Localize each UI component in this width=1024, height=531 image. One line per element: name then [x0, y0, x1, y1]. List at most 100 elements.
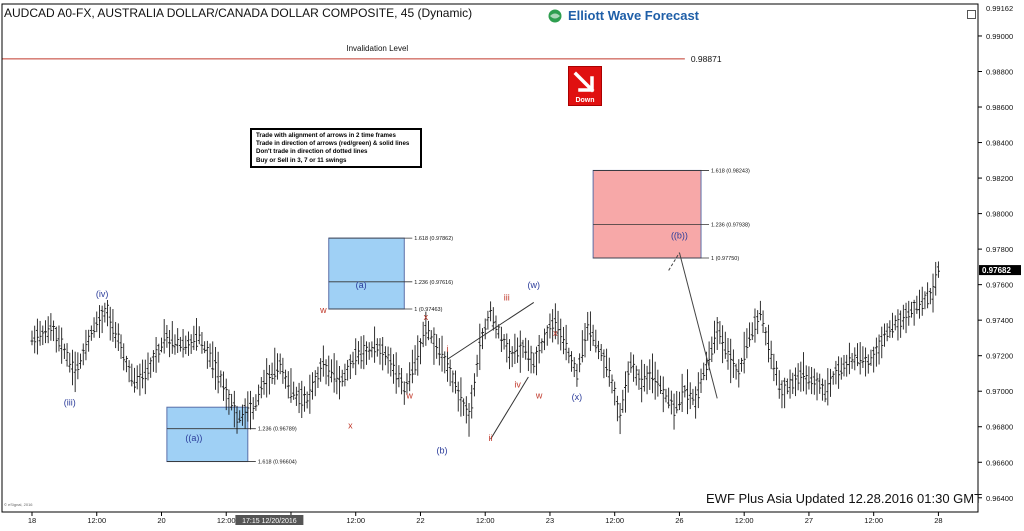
price-bar: [602, 349, 606, 379]
price-bar: [734, 363, 738, 380]
price-bar: [578, 353, 582, 373]
price-bar: [448, 359, 452, 387]
price-bar: [38, 320, 42, 346]
price-bar: [149, 357, 153, 378]
price-bar: [367, 342, 371, 360]
arrow-down-right-icon: [573, 71, 595, 93]
wave-label: w: [535, 390, 543, 400]
price-bar: [335, 360, 339, 395]
y-tick-label: 0.97800: [986, 245, 1013, 254]
price-bar: [127, 360, 131, 383]
logo-text: Elliott Wave Forecast: [568, 8, 699, 23]
price-bar: [907, 300, 911, 326]
price-bar: [909, 301, 913, 318]
price-bar: [694, 386, 698, 419]
price-bar: [432, 327, 436, 365]
price-bar: [802, 352, 806, 392]
price-bar: [254, 394, 258, 411]
price-bar: [572, 357, 576, 378]
price-bar: [553, 303, 557, 340]
price-bar: [402, 381, 406, 405]
price-bar: [235, 405, 239, 434]
price-bar: [240, 404, 244, 426]
price-bar: [912, 299, 916, 326]
price-bar: [81, 343, 85, 366]
price-bar: [594, 329, 598, 353]
price-bar: [710, 336, 714, 363]
price-bar: [864, 347, 868, 377]
last-price-box: [979, 265, 1021, 276]
price-bar: [470, 384, 474, 419]
price-bar: [605, 348, 609, 377]
price-bar: [159, 337, 163, 353]
price-bar: [481, 328, 485, 350]
price-bar: [610, 374, 614, 394]
price-bar: [829, 368, 833, 397]
price-bar: [418, 338, 422, 365]
price-bar: [570, 351, 574, 372]
price-bar: [100, 305, 104, 334]
price-bar: [726, 337, 730, 370]
price-bar: [648, 359, 652, 390]
price-bar: [424, 311, 428, 346]
price-bar: [429, 330, 433, 344]
price-bar: [383, 346, 387, 366]
price-bar: [683, 385, 687, 398]
price-bar: [793, 367, 797, 397]
price-bar: [920, 286, 924, 316]
price-bar: [386, 346, 390, 374]
price-bar: [30, 330, 34, 346]
price-bar: [518, 330, 522, 373]
x-tick-label: 12:00: [87, 516, 106, 525]
price-bar: [688, 382, 692, 410]
x-tick-label: 12:00: [476, 516, 495, 525]
price-bar: [934, 261, 938, 296]
price-bar: [60, 327, 64, 364]
price-bar: [70, 349, 74, 386]
price-bar: [723, 331, 727, 359]
price-bar: [249, 390, 253, 430]
price-bar: [834, 360, 838, 385]
price-bar: [348, 354, 352, 379]
wave-label: x: [424, 312, 429, 322]
price-bar: [877, 334, 881, 365]
x-tick-label: 18: [28, 516, 36, 525]
price-bar: [696, 372, 700, 409]
x-tick-label: 22: [416, 516, 424, 525]
price-bar: [222, 371, 226, 401]
price-bar: [731, 349, 735, 378]
price-bar: [613, 381, 617, 406]
target-zone: [166, 406, 249, 463]
price-bar: [265, 358, 269, 398]
price-bar: [176, 328, 180, 353]
price-bar: [672, 393, 676, 430]
price-bar: [54, 326, 58, 353]
price-bar: [192, 325, 196, 351]
price-bar: [275, 353, 279, 380]
price-bar: [278, 353, 282, 375]
price-bar: [267, 364, 271, 395]
window-restore-icon[interactable]: [967, 10, 976, 19]
price-bar: [305, 391, 309, 409]
price-bar: [421, 321, 425, 348]
price-bar: [213, 346, 217, 390]
price-bar: [122, 343, 126, 371]
price-bar: [57, 325, 61, 352]
wave-label: (w): [528, 280, 541, 290]
projection-solid: [678, 252, 718, 399]
price-bar: [391, 354, 395, 384]
price-bar: [359, 336, 363, 369]
down-label: Down: [575, 97, 595, 104]
price-bar: [178, 336, 182, 352]
price-bar: [456, 381, 460, 412]
price-bar: [505, 333, 509, 363]
price-bar: [219, 370, 223, 388]
price-bar: [205, 340, 209, 369]
price-bar: [92, 317, 96, 338]
price-bar: [273, 347, 277, 385]
price-bar: [524, 337, 528, 360]
price-bar: [691, 388, 695, 406]
price-bar: [766, 324, 770, 363]
